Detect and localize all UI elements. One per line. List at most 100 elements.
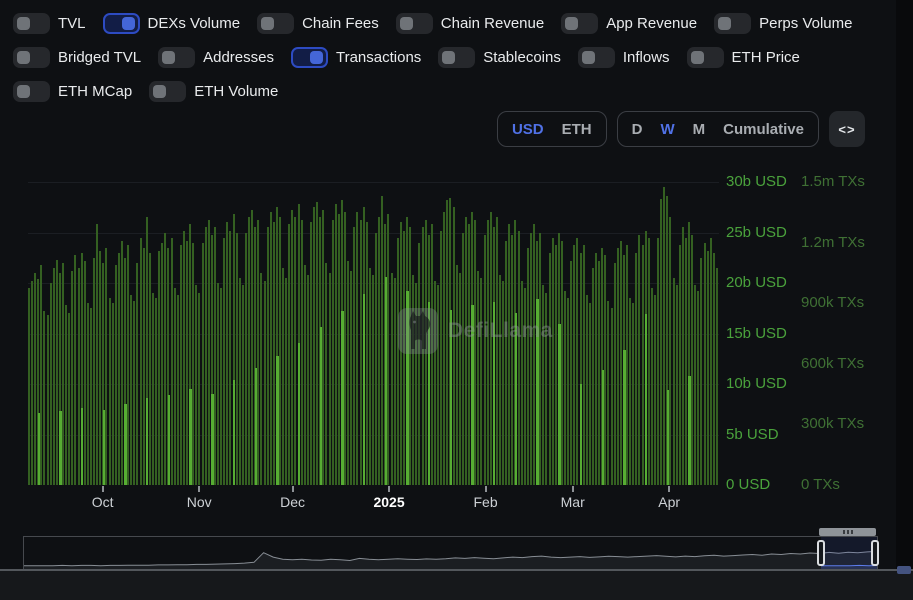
brush-right-handle[interactable] [871, 540, 879, 566]
toggle-switch[interactable] [686, 46, 724, 68]
interval-button-d[interactable]: D [631, 120, 643, 138]
toggle-switch[interactable] [577, 46, 615, 68]
volume-bar [334, 204, 337, 485]
toggle-switch[interactable] [149, 80, 187, 102]
toggle-switch[interactable] [714, 12, 752, 34]
volume-bar [387, 214, 390, 485]
toggle-knob [442, 50, 456, 64]
volume-bar [260, 272, 263, 485]
volume-bar [99, 250, 102, 485]
toggle-item-tvl[interactable]: TVL [13, 12, 86, 34]
toggle-item-perps-volume[interactable]: Perps Volume [714, 12, 852, 34]
x-tick [198, 486, 201, 492]
toggle-item-app-revenue[interactable]: App Revenue [561, 12, 697, 34]
toggle-knob [565, 16, 579, 30]
embed-code-button[interactable]: <> [829, 111, 865, 147]
volume-bar [161, 242, 164, 485]
toggle-label: Stablecoins [483, 48, 561, 66]
toggle-knob [17, 84, 30, 98]
volume-bar [337, 214, 340, 485]
usd-axis-label: 25b USD [726, 223, 787, 241]
toggle-switch[interactable] [395, 12, 433, 34]
toggle-switch[interactable] [158, 46, 196, 68]
transactions-bar [124, 404, 127, 485]
volume-bar [458, 272, 461, 485]
volume-bar [158, 250, 161, 485]
toggle-knob [581, 50, 595, 64]
chart-plot-area[interactable] [28, 182, 719, 485]
toggle-switch[interactable] [561, 12, 599, 34]
volume-bar [582, 244, 585, 485]
toggle-item-inflows[interactable]: Inflows [577, 46, 670, 68]
volume-bar [666, 196, 669, 485]
toggle-switch[interactable] [290, 46, 328, 68]
toggle-item-stablecoins[interactable]: Stablecoins [438, 46, 561, 68]
toggle-item-transactions[interactable]: Transactions [290, 46, 421, 68]
volume-bar [254, 227, 257, 485]
toggle-item-addresses[interactable]: Addresses [158, 46, 274, 68]
volume-bar [542, 285, 545, 485]
volume-bar [322, 210, 325, 485]
volume-bar [288, 224, 291, 485]
volume-bar [480, 277, 483, 485]
volume-bar [517, 230, 520, 485]
interval-button-cumulative[interactable]: Cumulative [723, 120, 804, 138]
volume-bar [437, 285, 440, 485]
volume-bar [114, 264, 117, 485]
x-axis-label: 2025 [373, 494, 405, 510]
interval-button-w[interactable]: W [660, 120, 675, 138]
toggle-item-eth-price[interactable]: ETH Price [686, 46, 800, 68]
brush-minimap [24, 550, 877, 569]
toggle-switch[interactable] [13, 80, 50, 102]
volume-bar [688, 222, 690, 485]
volume-bar [638, 234, 641, 485]
bottom-margin [0, 571, 913, 600]
toggle-item-eth-mcap[interactable]: ETH MCap [13, 80, 132, 102]
volume-bar [179, 244, 182, 485]
usd-axis-label: 20b USD [726, 274, 787, 291]
volume-bar [657, 237, 660, 485]
volume-bar [325, 262, 328, 485]
brush-selected-window[interactable] [821, 537, 877, 569]
volume-bar [421, 227, 424, 485]
volume-bar [303, 264, 306, 485]
toggle-switch[interactable] [257, 12, 295, 34]
toggle-label: Perps Volume [759, 14, 853, 32]
brush-left-handle[interactable] [817, 540, 825, 566]
volume-bar [37, 279, 40, 485]
interval-button-m[interactable]: M [692, 120, 706, 138]
scrollbar-thumb[interactable] [897, 566, 911, 574]
toggle-switch[interactable] [13, 46, 50, 68]
toggle-item-chain-revenue[interactable]: Chain Revenue [395, 12, 544, 34]
volume-bar [495, 217, 498, 485]
toggle-knob [309, 50, 323, 64]
volume-bar [390, 272, 393, 485]
transactions-bar [254, 367, 257, 485]
toggle-item-bridged-tvl[interactable]: Bridged TVL [13, 46, 141, 68]
volume-bar [71, 270, 74, 485]
toggle-item-chain-fees[interactable]: Chain Fees [257, 12, 379, 34]
volume-bar [148, 252, 151, 485]
volume-bar [570, 260, 573, 485]
toggle-item-eth-volume[interactable]: ETH Volume [149, 80, 278, 102]
volume-bar [455, 264, 458, 485]
toggle-switch[interactable] [438, 46, 476, 68]
toggle-switch[interactable] [102, 12, 140, 34]
currency-button-eth[interactable]: ETH [561, 120, 592, 138]
volume-bar [74, 254, 77, 485]
volume-bar [477, 270, 480, 485]
volume-bar [508, 224, 511, 485]
transactions-bar [232, 380, 236, 485]
currency-button-usd[interactable]: USD [511, 120, 544, 138]
transactions-bar [297, 342, 301, 485]
toggle-switch[interactable] [13, 12, 50, 34]
x-tick [388, 486, 391, 492]
toggle-item-dexs-volume[interactable]: DEXs Volume [102, 12, 240, 34]
volume-bar [331, 220, 334, 485]
time-range-brush[interactable] [23, 528, 879, 570]
transactions-bar [276, 355, 279, 485]
brush-drag-bar[interactable] [819, 528, 876, 536]
grip-dot [850, 530, 853, 534]
toggle-knob [153, 84, 167, 98]
usd-axis-label: 0 USD [726, 476, 771, 493]
